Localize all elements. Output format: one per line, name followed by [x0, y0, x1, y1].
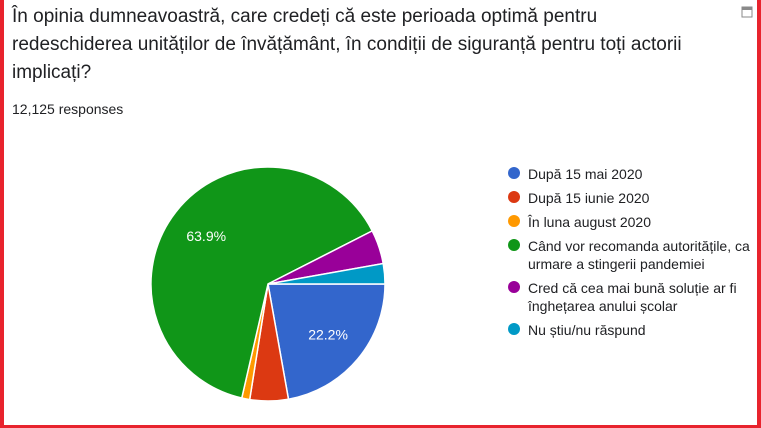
legend-swatch	[508, 239, 520, 251]
legend-label: După 15 mai 2020	[528, 166, 643, 182]
legend-swatch	[508, 191, 520, 203]
legend-label: În luna august 2020	[528, 214, 651, 230]
legend-item: După 15 iunie 2020	[508, 189, 753, 207]
legend-swatch	[508, 167, 520, 179]
legend-label: Când vor recomanda autoritățile, ca urma…	[528, 238, 750, 272]
legend-label: După 15 iunie 2020	[528, 190, 650, 206]
pie-slice	[150, 166, 374, 399]
pie-slice	[267, 283, 386, 401]
pie-slice	[267, 262, 386, 285]
legend-label: Nu știu/nu răspund	[528, 322, 646, 338]
chart-legend: După 15 mai 2020 După 15 iunie 2020 În lun…	[508, 165, 753, 345]
legend-item: După 15 mai 2020	[508, 165, 753, 183]
legend-item: Când vor recomanda autoritățile, ca urma…	[508, 237, 753, 273]
slice-data-label: 63.9%	[186, 228, 226, 244]
slice-data-label: 22.2%	[308, 326, 348, 342]
legend-item: În luna august 2020	[508, 213, 753, 231]
question-title: În opinia dumneavoastră, care credeți că…	[12, 6, 682, 83]
legend-label: Cred că cea mai bună soluție ar fi înghe…	[528, 280, 737, 314]
legend-item: Nu știu/nu răspund	[508, 321, 753, 339]
legend-swatch	[508, 323, 520, 335]
window-icon	[741, 6, 753, 18]
legend-swatch	[508, 215, 520, 227]
legend-swatch	[508, 281, 520, 293]
legend-item: Cred că cea mai bună soluție ar fi înghe…	[508, 279, 753, 315]
response-count: 12,125 responses	[12, 101, 124, 117]
